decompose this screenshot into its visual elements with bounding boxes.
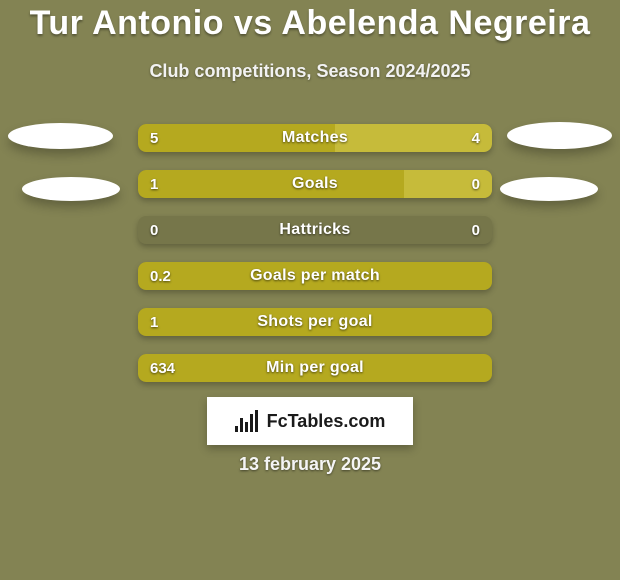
stat-value-right: 0 [472,216,480,244]
stat-label: Min per goal [138,354,492,382]
comparison-card: Tur Antonio vs Abelenda Negreira Club co… [0,0,620,580]
stat-label: Goals per match [138,262,492,290]
stat-label: Goals [138,170,492,198]
stat-value-right: 4 [472,124,480,152]
stat-row: 5 Matches 4 [138,124,492,152]
player-left-avatar [8,123,113,149]
stat-row: 0.2 Goals per match [138,262,492,290]
date-label: 13 february 2025 [0,454,620,475]
stat-row: 1 Shots per goal [138,308,492,336]
bar-chart-icon [235,410,261,432]
stat-value-right: 0 [472,170,480,198]
player-right-avatar [507,122,612,149]
player-right-avatar-2 [500,177,598,201]
brand-badge[interactable]: FcTables.com [207,397,413,445]
stat-label: Hattricks [138,216,492,244]
brand-text: FcTables.com [267,411,386,432]
stat-row: 634 Min per goal [138,354,492,382]
stat-row: 0 Hattricks 0 [138,216,492,244]
stat-label: Matches [138,124,492,152]
page-title: Tur Antonio vs Abelenda Negreira [0,0,620,43]
stat-label: Shots per goal [138,308,492,336]
stat-row: 1 Goals 0 [138,170,492,198]
stat-rows: 5 Matches 4 1 Goals 0 0 Hattricks 0 0.2 … [138,124,492,400]
subtitle: Club competitions, Season 2024/2025 [0,61,620,82]
player-left-avatar-2 [22,177,120,201]
